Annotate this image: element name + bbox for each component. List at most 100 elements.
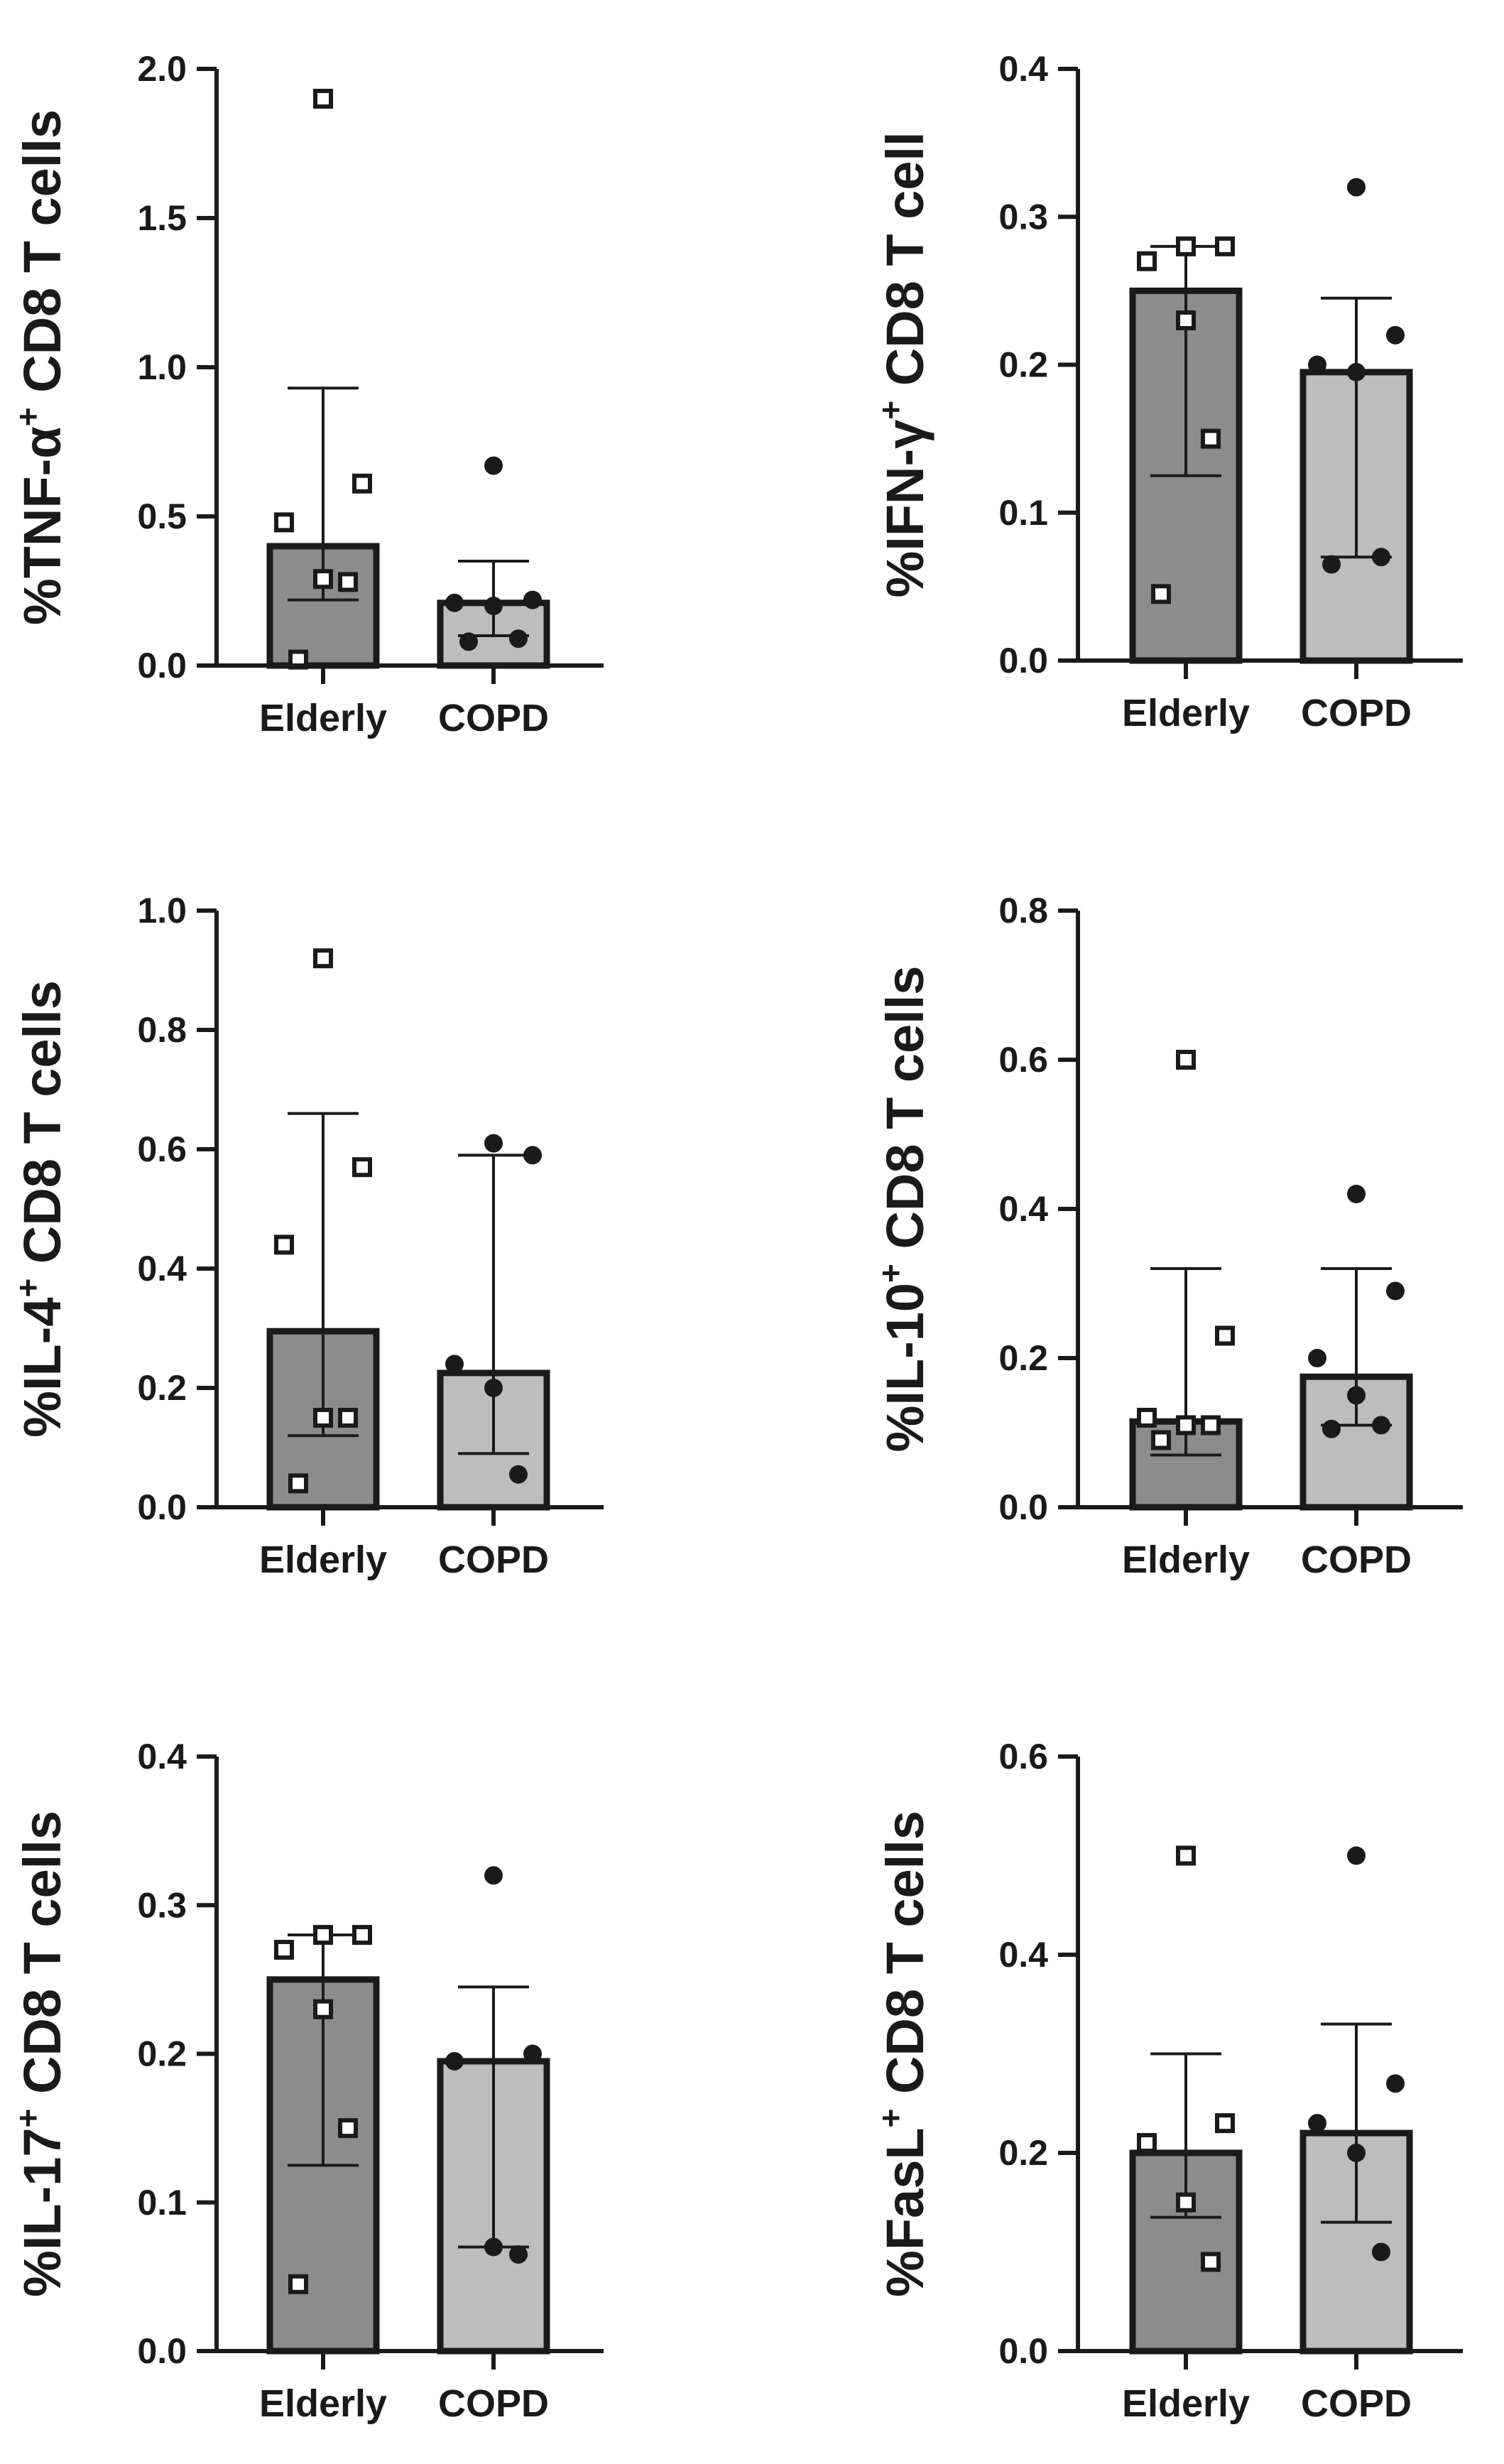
point-elderly (313, 89, 333, 109)
y-tick-label: 0.2 (998, 2133, 1048, 2173)
chart-panel-bottom-left: 0.0 0.1 0.2 0.3 0.4 Elderly COPD %IL-17+ CD8 T … (9, 1737, 604, 2425)
chart-panel-top-left: 0.0 0.5 1.0 1.5 2.0 Elderly COPD %TNF-α+ CD8 T … (9, 49, 604, 739)
point-copd (1347, 1846, 1366, 1865)
x-tick-label-copd: COPD (438, 697, 549, 739)
point-copd (1372, 548, 1390, 567)
point-copd (1372, 2242, 1390, 2262)
y-axis-title-sup: + (872, 2109, 909, 2128)
y-axis-title-sup: + (9, 407, 46, 426)
point-copd (523, 590, 542, 609)
x-tick-label-copd: COPD (438, 1538, 549, 1581)
y-axis-title-rest: CD8 T cell (876, 131, 934, 400)
error-bar-elderly (288, 386, 359, 602)
point-elderly (1176, 1415, 1196, 1435)
y-tick-label: 0.4 (137, 1737, 187, 1776)
y-tick-label: 0.0 (137, 646, 187, 685)
point-copd (1347, 2144, 1366, 2162)
point-copd (1347, 178, 1366, 197)
x-tick-label-elderly: Elderly (259, 2382, 387, 2425)
y-axis-title-main: %IL-4 (13, 1298, 72, 1438)
y-axis-title: %IL-4+ CD8 T cells (9, 980, 72, 1438)
chart-panel-middle-right: 0.0 0.2 0.4 0.6 0.8 Elderly COPD %IL-10+ CD8 T … (872, 891, 1463, 1581)
point-copd (1347, 1386, 1366, 1405)
y-tick-label: 0.8 (137, 1010, 187, 1050)
point-elderly (338, 572, 358, 592)
y-axis-title: %FasL+ CD8 T cells (872, 1811, 934, 2297)
x-tick-label-copd: COPD (1301, 1538, 1412, 1581)
y-tick-label: 0.0 (137, 1487, 187, 1527)
y-axis-title-main: %FasL (876, 2127, 934, 2297)
point-copd (445, 2051, 464, 2070)
y-tick-label: 2.0 (137, 49, 187, 89)
point-elderly (1201, 2252, 1221, 2272)
point-copd (1308, 1349, 1326, 1367)
point-elderly (1201, 1415, 1221, 1435)
y-tick-label: 0.4 (998, 49, 1048, 89)
point-elderly (1176, 1845, 1196, 1866)
y-axis-title-sup: + (872, 1264, 909, 1283)
point-copd (484, 1379, 503, 1397)
y-tick-label: 0.1 (137, 2183, 187, 2223)
point-elderly (1215, 1325, 1235, 1346)
point-elderly (1176, 236, 1196, 256)
x-tick-label-elderly: Elderly (259, 697, 387, 739)
x-tick-label-elderly: Elderly (1122, 2382, 1250, 2425)
y-tick-label: 0.5 (137, 496, 187, 536)
point-elderly (1137, 1408, 1157, 1428)
y-axis-title-rest: CD8 T cells (13, 1811, 72, 2109)
point-elderly (1151, 584, 1171, 604)
point-elderly (313, 569, 333, 590)
point-elderly (1176, 1050, 1196, 1070)
y-axis-title-rest: CD8 T cells (876, 966, 934, 1264)
point-copd (484, 597, 503, 615)
y-axis-title: %IL-10+ CD8 T cells (872, 966, 934, 1453)
y-tick-label: 0.6 (998, 1737, 1048, 1776)
y-tick-label: 1.0 (137, 891, 187, 930)
point-elderly (288, 2274, 308, 2294)
y-tick-label: 0.2 (137, 2034, 187, 2074)
point-copd (1372, 1416, 1390, 1435)
point-elderly (1137, 251, 1157, 271)
point-copd (445, 593, 464, 612)
y-tick-label: 1.5 (137, 198, 187, 238)
y-tick-label: 0.0 (998, 2331, 1048, 2371)
y-axis-title: %TNF-α+ CD8 T cells (9, 109, 72, 625)
y-tick-label: 0.2 (137, 1368, 187, 1408)
point-copd (509, 1465, 528, 1484)
y-tick-label: 0.2 (998, 345, 1048, 385)
error-bar-elderly (1150, 2052, 1221, 2219)
chart-panel-bottom-right: 0.0 0.2 0.4 0.6 Elderly COPD %FasL+ CD8 T cell… (872, 1737, 1463, 2425)
point-elderly (288, 1473, 308, 1494)
y-axis-title-rest: CD8 T cells (13, 980, 72, 1279)
y-tick-label: 0.3 (998, 197, 1048, 237)
y-tick-label: 0.6 (998, 1040, 1048, 1080)
y-tick-label: 0.0 (137, 2331, 187, 2371)
x-tick-label-elderly: Elderly (259, 1538, 387, 1581)
point-elderly (313, 1925, 333, 1945)
y-tick-label: 0.3 (137, 1885, 187, 1925)
y-tick-label: 0.4 (137, 1249, 187, 1288)
point-elderly (1176, 2192, 1196, 2213)
y-axis-title-main: %IL-17 (13, 2127, 72, 2297)
point-copd (1322, 1419, 1341, 1438)
y-axis-title-sup: + (872, 401, 909, 420)
point-copd (523, 2044, 542, 2063)
point-elderly (1201, 428, 1221, 449)
point-elderly (338, 1408, 358, 1428)
point-copd (459, 632, 478, 651)
point-copd (509, 2245, 528, 2264)
point-elderly (1215, 236, 1235, 256)
x-tick-label-elderly: Elderly (1122, 692, 1250, 734)
y-axis-title: %IL-17+ CD8 T cells (9, 1811, 72, 2297)
point-elderly (274, 1940, 294, 1960)
point-copd (1347, 1185, 1366, 1203)
error-bar-copd (458, 1154, 529, 1455)
y-axis-title-main: %IFN-γ (876, 420, 934, 598)
point-copd (484, 1866, 503, 1885)
point-elderly (352, 1157, 372, 1178)
point-copd (1322, 555, 1341, 574)
point-elderly (352, 473, 372, 494)
x-tick-label-copd: COPD (1301, 2382, 1412, 2425)
y-axis-title-main: %TNF-α (13, 426, 72, 625)
point-copd (484, 1134, 503, 1153)
